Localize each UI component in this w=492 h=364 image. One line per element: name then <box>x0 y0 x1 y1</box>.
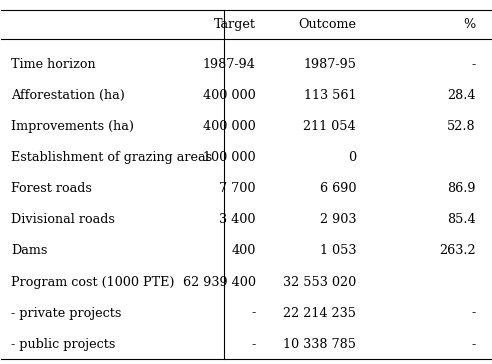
Text: -: - <box>251 306 256 320</box>
Text: %: % <box>463 18 476 31</box>
Text: Program cost (1000 PTE): Program cost (1000 PTE) <box>11 276 175 289</box>
Text: 211 054: 211 054 <box>304 120 356 133</box>
Text: - private projects: - private projects <box>11 306 122 320</box>
Text: 10 338 785: 10 338 785 <box>283 338 356 351</box>
Text: 7 700: 7 700 <box>219 182 256 195</box>
Text: 1987-94: 1987-94 <box>203 58 256 71</box>
Text: Target: Target <box>214 18 256 31</box>
Text: Divisional roads: Divisional roads <box>11 213 115 226</box>
Text: 1 053: 1 053 <box>320 245 356 257</box>
Text: 100 000: 100 000 <box>203 151 256 164</box>
Text: 400 000: 400 000 <box>203 89 256 102</box>
Text: Dams: Dams <box>11 245 48 257</box>
Text: 52.8: 52.8 <box>447 120 476 133</box>
Text: Establishment of grazing areas: Establishment of grazing areas <box>11 151 213 164</box>
Text: 62 939 400: 62 939 400 <box>183 276 256 289</box>
Text: -: - <box>472 58 476 71</box>
Text: 400 000: 400 000 <box>203 120 256 133</box>
Text: 28.4: 28.4 <box>447 89 476 102</box>
Text: 400: 400 <box>231 245 256 257</box>
Text: Outcome: Outcome <box>298 18 356 31</box>
Text: 6 690: 6 690 <box>320 182 356 195</box>
Text: 2 903: 2 903 <box>320 213 356 226</box>
Text: 86.9: 86.9 <box>447 182 476 195</box>
Text: Improvements (ha): Improvements (ha) <box>11 120 134 133</box>
Text: -: - <box>251 338 256 351</box>
Text: Forest roads: Forest roads <box>11 182 92 195</box>
Text: 3 400: 3 400 <box>219 213 256 226</box>
Text: Time horizon: Time horizon <box>11 58 96 71</box>
Text: - public projects: - public projects <box>11 338 116 351</box>
Text: 85.4: 85.4 <box>447 213 476 226</box>
Text: 1987-95: 1987-95 <box>303 58 356 71</box>
Text: 263.2: 263.2 <box>439 245 476 257</box>
Text: 0: 0 <box>348 151 356 164</box>
Text: -: - <box>472 338 476 351</box>
Text: Afforestation (ha): Afforestation (ha) <box>11 89 125 102</box>
Text: 32 553 020: 32 553 020 <box>283 276 356 289</box>
Text: 22 214 235: 22 214 235 <box>283 306 356 320</box>
Text: 113 561: 113 561 <box>304 89 356 102</box>
Text: -: - <box>472 306 476 320</box>
